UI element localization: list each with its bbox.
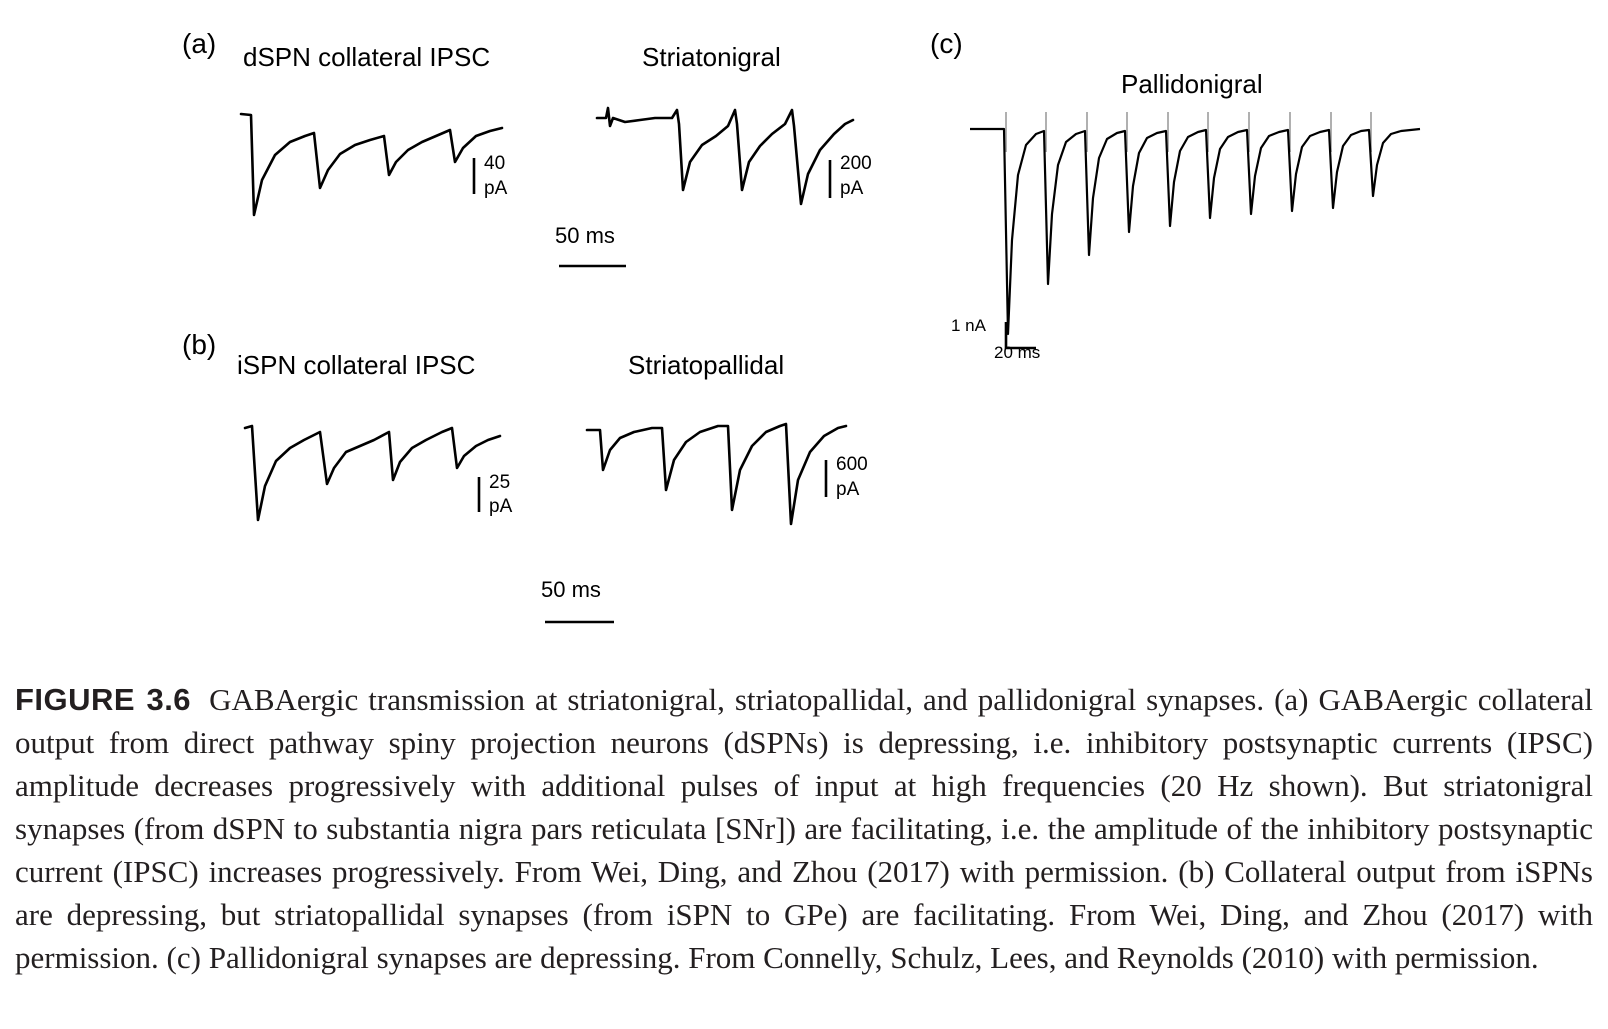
dspn-amp-scale-unit: pA: [484, 178, 508, 199]
figure-caption: FIGURE 3.6 GABAergic transmission at stri…: [15, 678, 1593, 979]
panel-c: (c) Pallidonigral 1 nA 20 ms: [930, 28, 1421, 362]
panel-c-letter: (c): [930, 28, 963, 59]
ispn-amp-scale-value: 25: [489, 472, 510, 493]
panel-c-time-scale-label: 20 ms: [994, 343, 1040, 362]
panel-c-title: Pallidonigral: [1121, 69, 1263, 99]
panel-b-right-title: Striatopallidal: [628, 350, 784, 380]
panel-c-amp-scale-label: 1 nA: [951, 316, 987, 335]
caption-text: GABAergic transmission at striatonigral,…: [15, 682, 1594, 975]
panel-a-right-title: Striatonigral: [642, 42, 781, 72]
pallidonigral-trace: [970, 127, 1421, 336]
panel-a: (a) dSPN collateral IPSC Striatonigral 4…: [182, 28, 872, 268]
stimulus-artifacts: [1005, 112, 1372, 152]
dspn-collateral-ipsc-trace: [239, 112, 504, 217]
striatonigral-amp-scale-unit: pA: [840, 178, 864, 199]
figure-label: FIGURE 3.6: [15, 682, 192, 717]
panel-b-letter: (b): [182, 329, 216, 360]
ispn-collateral-ipsc-trace: [243, 424, 502, 522]
panel-a-letter: (a): [182, 28, 216, 59]
panel-a-time-scale-label: 50 ms: [555, 223, 615, 248]
figure-3-6-panels: (a) dSPN collateral IPSC Striatonigral 4…: [182, 28, 1421, 624]
ispn-amp-scale-unit: pA: [489, 496, 513, 517]
striatopallidal-amp-scale-unit: pA: [836, 479, 860, 500]
striatonigral-amp-scale-value: 200: [840, 153, 872, 174]
panel-a-left-title: dSPN collateral IPSC: [243, 42, 490, 72]
panel-b-time-scale-label: 50 ms: [541, 577, 601, 602]
striatopallidal-amp-scale-value: 600: [836, 454, 868, 475]
panel-b: (b) iSPN collateral IPSC Striatopallidal…: [182, 329, 868, 624]
dspn-amp-scale-value: 40: [484, 153, 505, 174]
striatopallidal-trace: [585, 422, 848, 526]
striatonigral-trace: [595, 106, 855, 206]
panel-b-left-title: iSPN collateral IPSC: [237, 350, 475, 380]
panel-c-scale-bars: [1004, 322, 1036, 350]
